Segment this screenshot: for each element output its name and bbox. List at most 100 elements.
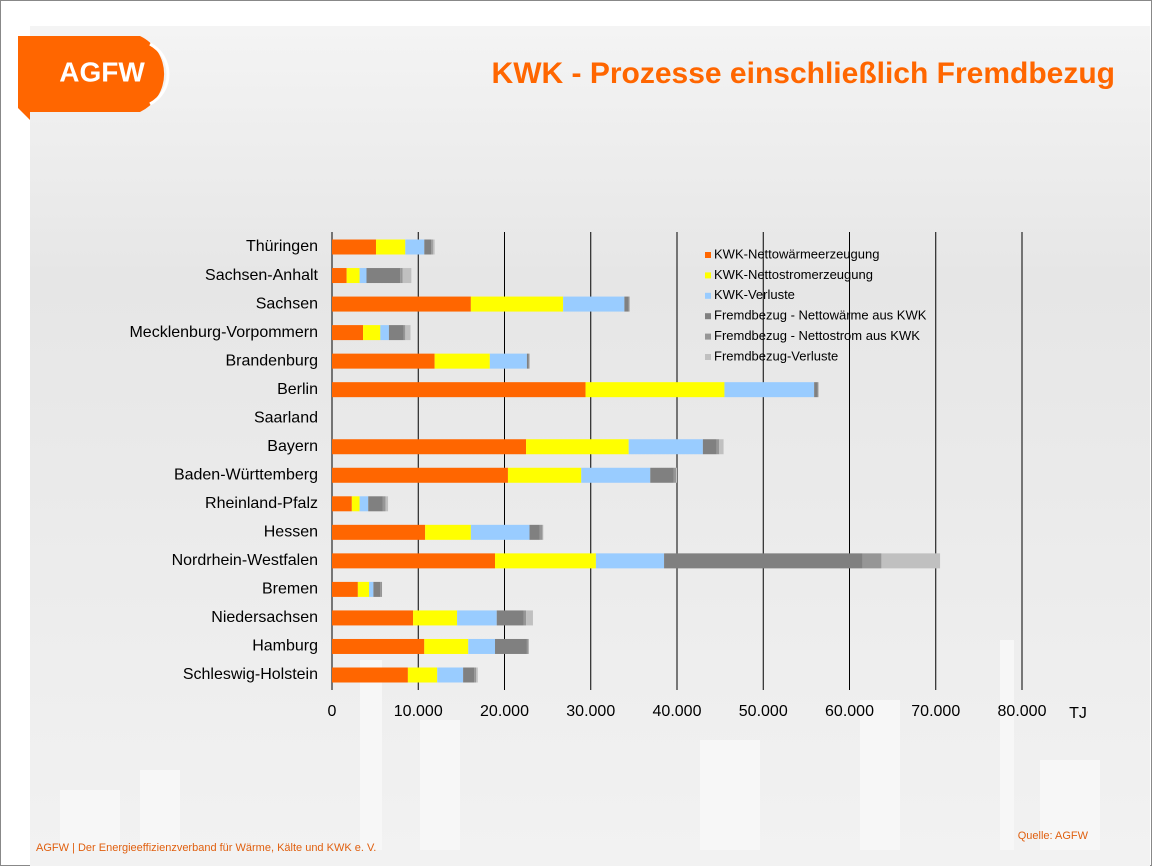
bar-segment: [363, 325, 381, 341]
y-tick-label: Niedersachsen: [211, 609, 318, 626]
bar-segment: [814, 382, 818, 398]
bar-segment: [495, 638, 527, 654]
bar-segment: [332, 439, 527, 455]
bar-segment: [539, 524, 543, 540]
bar-segment: [405, 239, 425, 255]
bar-segment: [437, 667, 464, 683]
chart-title: KWK - Prozesse einschließlich Fremdbezug: [492, 57, 1115, 90]
bar-segment: [346, 268, 360, 284]
bar-segment: [470, 524, 530, 540]
x-axis-label: TJ: [1069, 705, 1087, 722]
bar-segment: [351, 496, 360, 512]
bar-segment: [332, 296, 471, 312]
bar-segment: [432, 239, 435, 255]
x-tick-label: 80.000: [998, 703, 1047, 720]
bar-segment: [405, 325, 411, 341]
bar-segment: [368, 496, 383, 512]
bar-segment: [474, 667, 477, 683]
bar-segment: [468, 638, 496, 654]
logo-arc: [149, 42, 170, 106]
x-tick-label: 30.000: [566, 703, 615, 720]
bar-segment: [332, 467, 508, 483]
bar-segment: [332, 268, 347, 284]
bar-segment: [402, 268, 412, 284]
legend-swatch: [705, 333, 711, 340]
y-tick-label: Bremen: [262, 581, 318, 598]
bar-segment: [529, 524, 540, 540]
source: Quelle: AGFW: [1018, 830, 1089, 842]
y-tick-label: Thüringen: [246, 238, 318, 255]
bar-segment: [332, 638, 425, 654]
y-tick-label: Berlin: [277, 381, 318, 398]
bar-segment: [332, 382, 586, 398]
bar-segment: [457, 610, 497, 626]
bar-segment: [881, 553, 941, 569]
y-tick-label: Hamburg: [252, 638, 318, 655]
legend-label: Fremdbezug - Nettowärme aus KWK: [714, 308, 927, 323]
bar-segment: [332, 325, 364, 341]
x-tick-label: 10.000: [394, 703, 443, 720]
bar-segment: [400, 268, 403, 284]
x-tick-label: 20.000: [480, 703, 529, 720]
bar-segment: [359, 496, 369, 512]
bar-segment: [523, 610, 527, 626]
bar-segment: [380, 581, 383, 597]
y-tick-label: Baden-Württemberg: [174, 466, 318, 483]
bar-segment: [719, 439, 724, 455]
bar-segment: [526, 439, 629, 455]
bar-segment: [332, 239, 376, 255]
y-tick-label: Rheinland-Pfalz: [205, 495, 318, 512]
bar-segment: [724, 382, 815, 398]
y-tick-label: Sachsen: [256, 295, 318, 312]
legend-label: Fremdbezug-Verluste: [714, 348, 838, 363]
bar-segment: [542, 524, 544, 540]
y-tick-label: Schleswig-Holstein: [183, 666, 318, 683]
legend-label: KWK-Nettowärmeerzeugung: [714, 246, 879, 261]
bar-segment: [817, 382, 819, 398]
bar-segment: [375, 239, 406, 255]
legend-swatch: [705, 354, 711, 360]
skyline: [60, 640, 1100, 850]
bar-segment: [332, 610, 414, 626]
x-tick-label: 60.000: [825, 703, 874, 720]
bar-segment: [507, 467, 582, 483]
bar-segment: [702, 439, 717, 455]
y-tick-label: Bayern: [267, 438, 318, 455]
bar-segment: [595, 553, 665, 569]
bar-segment: [413, 610, 458, 626]
bar-segment: [425, 524, 471, 540]
legend-label: KWK-Verluste: [714, 287, 795, 302]
footer: AGFW | Der Energieeffizienzverband für W…: [36, 842, 376, 854]
bar-segment: [369, 581, 374, 597]
bar-segment: [628, 296, 630, 312]
bar-segment: [489, 353, 527, 369]
bar-segment: [373, 581, 381, 597]
bar-segment: [332, 667, 408, 683]
bar-segment: [431, 239, 433, 255]
bar-segment: [470, 296, 564, 312]
x-tick-label: 50.000: [739, 703, 788, 720]
bar-segment: [563, 296, 625, 312]
bar-segment: [357, 581, 370, 597]
bar-segment: [332, 553, 496, 569]
x-tick-label: 40.000: [653, 703, 702, 720]
bar-segment: [526, 638, 529, 654]
bar-segment: [332, 353, 435, 369]
y-tick-label: Hessen: [264, 524, 318, 541]
bar-segment: [463, 667, 475, 683]
bar-segment: [716, 439, 720, 455]
y-tick-label: Sachsen-Anhalt: [205, 267, 319, 284]
bar-segment: [424, 638, 469, 654]
bar-segment: [359, 268, 367, 284]
legend-swatch: [705, 272, 711, 279]
bar-segment: [332, 581, 358, 597]
bar-segment: [581, 467, 651, 483]
bar-segment: [434, 353, 490, 369]
bar-segment: [664, 553, 863, 569]
y-tick-label: Nordrhein-Westfalen: [172, 552, 318, 569]
x-tick-label: 0: [328, 703, 337, 720]
bar-segment: [676, 467, 677, 483]
bar-segment: [650, 467, 674, 483]
bar-segment: [496, 610, 524, 626]
legend-swatch: [705, 252, 711, 258]
